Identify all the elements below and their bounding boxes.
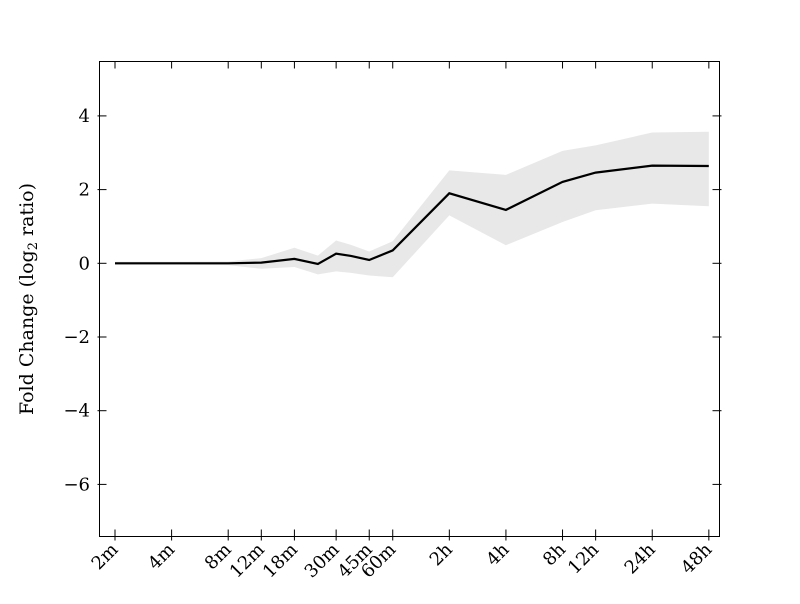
y-tick-label: −4 (63, 401, 90, 422)
x-tick-label: 48h (677, 539, 717, 579)
axes-box (99, 61, 720, 537)
y-tick-label: −2 (63, 327, 90, 348)
uncertainty-band (115, 131, 709, 278)
x-tick-label: 24h (621, 539, 661, 579)
x-tick-label: 30m (301, 539, 344, 582)
x-tick-label: 2m (88, 539, 123, 574)
y-tick-label: 0 (79, 253, 90, 274)
y-tick-label: 2 (79, 180, 90, 201)
x-tick-label: 2h (426, 539, 457, 570)
x-tick-label: 4h (482, 539, 513, 570)
y-axis-label: Fold Change (log2 ratio) (16, 183, 41, 415)
x-tick-label: 4m (144, 539, 179, 574)
mean-line (115, 164, 709, 266)
y-tick-label: 4 (79, 106, 90, 127)
x-tick-label: 12m (226, 539, 269, 582)
y-tick-label: −6 (63, 474, 90, 495)
x-tick-label: 12h (564, 539, 604, 579)
x-tick-label: 18m (259, 539, 302, 582)
